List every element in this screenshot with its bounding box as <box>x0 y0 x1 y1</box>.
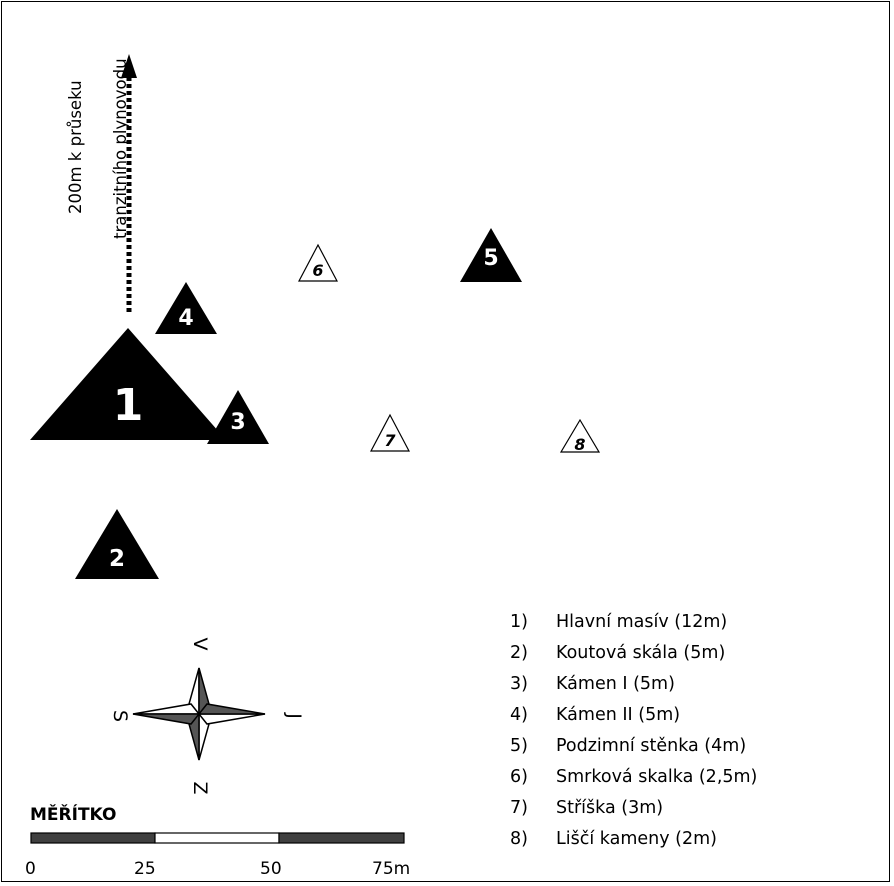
site-8-label: 8 <box>574 435 585 454</box>
legend-item-number: 6) <box>510 767 528 787</box>
legend-item-number: 3) <box>510 674 528 694</box>
scale-segment-2 <box>154 832 280 844</box>
site-2-triangle-icon <box>75 509 159 579</box>
compass-south-label: Z <box>189 781 211 794</box>
pipeline-arrow <box>121 54 137 312</box>
legend-item-number: 7) <box>510 798 528 818</box>
site-6-triangle-icon <box>298 243 338 282</box>
site-3-triangle-icon <box>207 390 269 444</box>
site-5-triangle-icon <box>460 228 522 282</box>
site-markers: 1 2 3 4 5 6 7 8 <box>30 228 601 579</box>
scale-bar <box>30 832 405 844</box>
legend-item-text: Kámen II (5m) <box>556 705 681 725</box>
scale-title: MĚŘÍTKO <box>30 805 117 825</box>
compass-north-label: V <box>189 638 211 651</box>
legend-item-text: Kámen I (5m) <box>556 674 675 694</box>
scale-tick-50: 50 <box>260 859 282 879</box>
legend-item-number: 5) <box>510 736 528 756</box>
site-7-label: 7 <box>384 431 396 450</box>
compass-rose-icon <box>132 667 266 761</box>
legend-item-text: Smrková skalka (2,5m) <box>556 767 758 787</box>
legend-item-text: Stříška (3m) <box>556 798 664 818</box>
legend-item-number: 4) <box>510 705 528 725</box>
scale-segment-3 <box>278 832 405 844</box>
scale-tick-25: 25 <box>134 859 156 879</box>
scale-tick-0: 0 <box>25 859 36 879</box>
site-7-triangle-icon <box>370 413 410 452</box>
site-4-label: 4 <box>178 306 193 331</box>
legend-item-text: Hlavní masív (12m) <box>556 612 728 632</box>
site-1-triangle-icon <box>30 328 226 440</box>
legend-item-text: Koutová skála (5m) <box>556 643 726 663</box>
legend-item-text: Liščí kameny (2m) <box>556 829 717 849</box>
compass-east-label: J <box>283 712 305 719</box>
site-3-label: 3 <box>230 410 245 435</box>
site-6-label: 6 <box>312 261 323 280</box>
site-4-triangle-icon <box>155 282 217 334</box>
scale-segment-1 <box>30 832 156 844</box>
compass-west-label: S <box>109 710 131 722</box>
site-8-triangle-icon <box>559 418 601 453</box>
legend-item-number: 1) <box>510 612 528 632</box>
site-1-label: 1 <box>113 380 144 431</box>
arrow-head-icon <box>121 54 137 78</box>
scale-tick-75: 75m <box>372 859 411 879</box>
site-5-label: 5 <box>483 246 498 271</box>
pipeline-note-line2: tranzitního plynovodu <box>111 58 130 239</box>
legend-item-number: 8) <box>510 829 528 849</box>
legend-item-text: Podzimní stěnka (4m) <box>556 736 747 756</box>
pipeline-note-line1: 200m k průseku <box>66 80 85 214</box>
legend-item-number: 2) <box>510 643 528 663</box>
site-2-label: 2 <box>109 546 125 572</box>
